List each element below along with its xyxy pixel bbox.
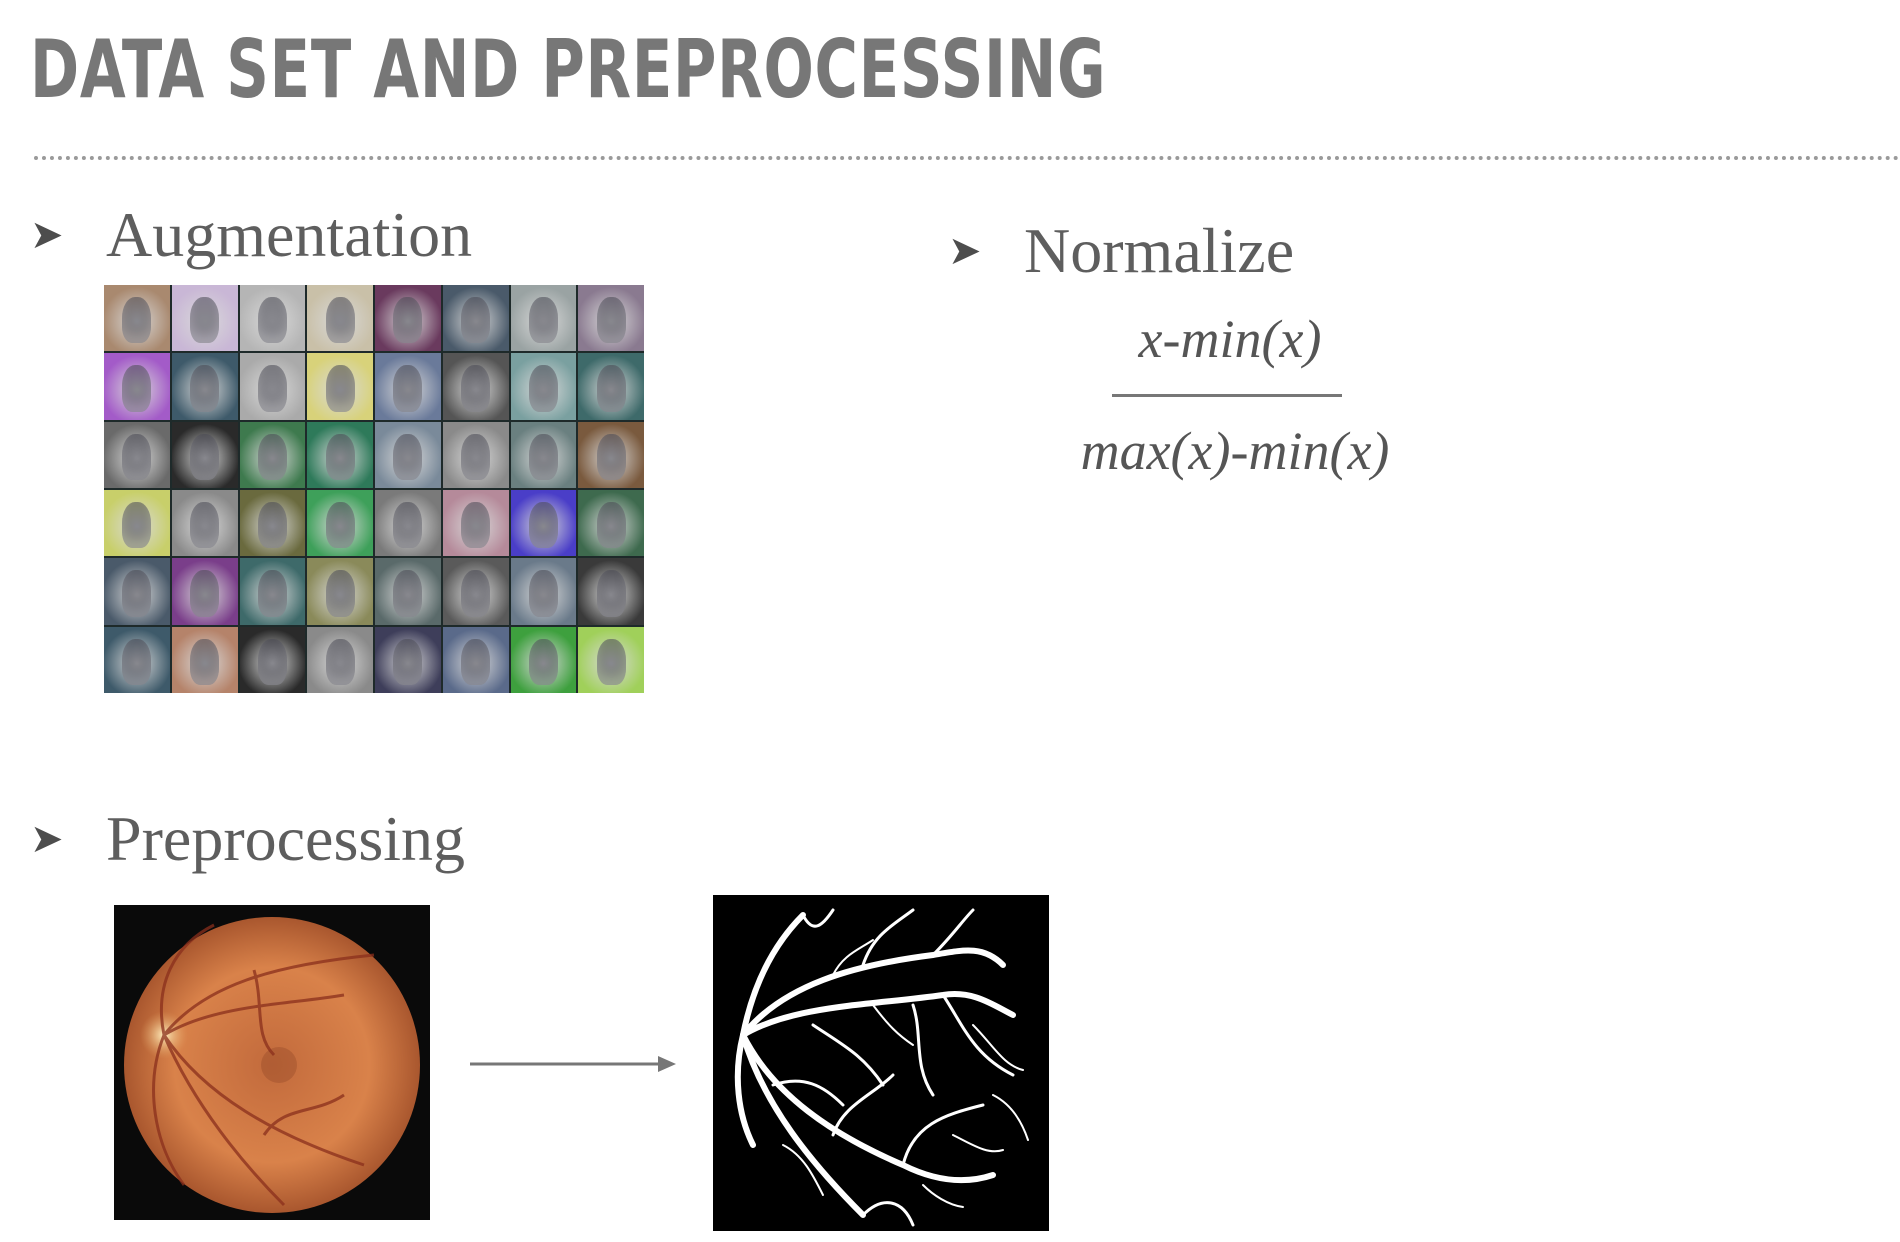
mosaic-tile — [239, 626, 306, 693]
mosaic-tile — [578, 558, 644, 625]
mosaic-tile — [104, 421, 170, 488]
mosaic-tile — [171, 353, 238, 420]
mosaic-tile — [442, 626, 509, 693]
bullet-arrow-icon: ➤ — [30, 212, 64, 258]
mosaic-tile — [104, 558, 170, 625]
mosaic-tile — [307, 626, 373, 693]
mosaic-tile — [442, 558, 509, 625]
mosaic-tile — [375, 421, 441, 488]
mosaic-tile — [510, 353, 577, 420]
mosaic-tile — [239, 421, 306, 488]
mosaic-tile — [171, 490, 238, 557]
mosaic-tile — [510, 421, 577, 488]
mosaic-tile — [171, 626, 238, 693]
mosaic-tile — [578, 490, 644, 557]
bullet-augmentation: ➤ Augmentation — [30, 198, 472, 272]
mosaic-tile — [510, 626, 577, 693]
mosaic-tile — [307, 285, 373, 352]
bullet-label: Preprocessing — [106, 803, 466, 874]
mosaic-tile — [307, 490, 373, 557]
mosaic-tile — [375, 490, 441, 557]
mosaic-tile — [104, 490, 170, 557]
slide-title: DATA SET AND PREPROCESSING — [30, 23, 1107, 116]
mosaic-tile — [442, 490, 509, 557]
mosaic-tile — [375, 626, 441, 693]
vessel-segmentation-image — [713, 895, 1049, 1231]
mosaic-tile — [239, 285, 306, 352]
mosaic-tile — [578, 285, 644, 352]
mosaic-tile — [239, 490, 306, 557]
mosaic-tile — [104, 626, 170, 693]
formula-denominator: max(x)-min(x) — [1080, 421, 1390, 481]
bullet-arrow-icon: ➤ — [30, 816, 64, 862]
mosaic-tile — [510, 285, 577, 352]
mosaic-tile — [307, 558, 373, 625]
bullet-label: Augmentation — [106, 199, 473, 270]
retina-fundus-image — [114, 905, 430, 1220]
fraction-line — [1112, 394, 1342, 397]
dotted-divider — [34, 156, 1900, 160]
bullet-label: Normalize — [1024, 215, 1295, 286]
bullet-preprocessing: ➤ Preprocessing — [30, 802, 465, 876]
mosaic-tile — [239, 353, 306, 420]
mosaic-tile — [104, 353, 170, 420]
mosaic-tile — [375, 353, 441, 420]
mosaic-tile — [375, 558, 441, 625]
mosaic-tile — [307, 421, 373, 488]
mosaic-tile — [578, 353, 644, 420]
bullet-arrow-icon: ➤ — [948, 228, 982, 274]
mosaic-tile — [510, 490, 577, 557]
formula-numerator: x-min(x) — [1138, 309, 1322, 369]
augmentation-mosaic-image — [104, 285, 644, 693]
mosaic-tile — [104, 285, 170, 352]
mosaic-tile — [375, 285, 441, 352]
mosaic-tile — [578, 626, 644, 693]
mosaic-tile — [442, 421, 509, 488]
flow-arrow-icon — [470, 1056, 676, 1072]
mosaic-tile — [510, 558, 577, 625]
mosaic-tile — [442, 353, 509, 420]
mosaic-tile — [578, 421, 644, 488]
mosaic-tile — [239, 558, 306, 625]
mosaic-tile — [171, 285, 238, 352]
mosaic-tile — [171, 558, 238, 625]
mosaic-tile — [307, 353, 373, 420]
bullet-normalize: ➤ Normalize — [948, 214, 1294, 288]
mosaic-tile — [442, 285, 509, 352]
mosaic-tile — [171, 421, 238, 488]
